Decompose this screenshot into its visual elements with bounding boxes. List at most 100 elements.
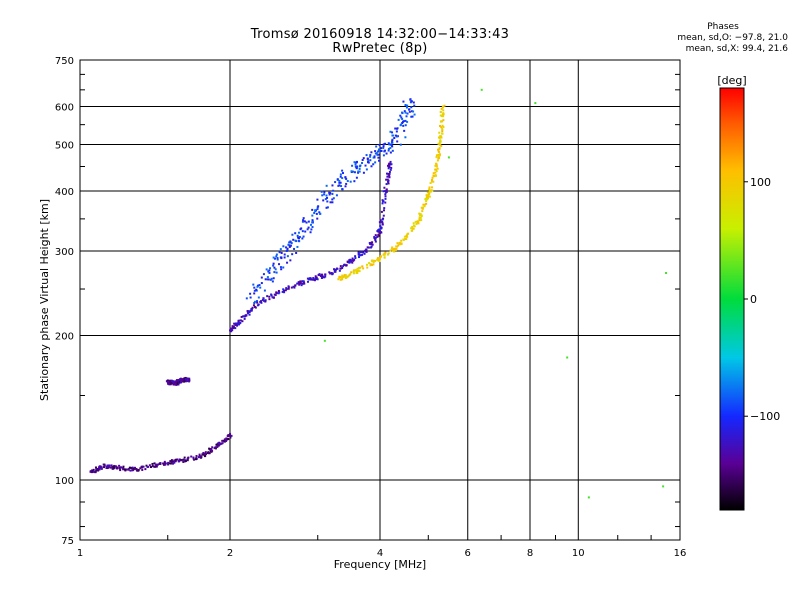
data-point (341, 188, 344, 191)
data-point (442, 119, 445, 122)
data-point (311, 225, 314, 228)
data-point (566, 356, 569, 359)
data-point (411, 227, 414, 230)
data-point (427, 193, 430, 196)
data-point (411, 225, 414, 228)
data-point (163, 462, 166, 465)
data-point (268, 269, 271, 272)
data-point (331, 198, 334, 201)
data-point (357, 266, 360, 269)
data-point (365, 248, 368, 251)
data-point (391, 145, 394, 148)
data-point (339, 265, 342, 268)
data-point (179, 377, 182, 380)
data-point (365, 168, 368, 171)
data-point (370, 151, 373, 154)
data-point (435, 165, 438, 168)
data-point (282, 266, 285, 269)
data-point (386, 175, 389, 178)
data-point (135, 468, 138, 471)
data-point (319, 275, 322, 278)
data-point (425, 200, 428, 203)
data-point (169, 380, 172, 383)
data-point (383, 186, 386, 189)
data-point (341, 169, 344, 172)
data-point (253, 302, 256, 305)
data-point (411, 115, 414, 118)
data-point (157, 463, 160, 466)
data-point (267, 270, 270, 273)
data-point (379, 255, 382, 258)
data-point (98, 468, 101, 471)
data-point (430, 189, 433, 192)
data-point (439, 135, 442, 138)
series-es-trace (165, 376, 191, 386)
data-point (389, 168, 392, 171)
data-point (259, 300, 262, 303)
data-point (381, 218, 384, 221)
data-point (262, 297, 265, 300)
data-point (311, 214, 314, 217)
data-point (325, 194, 328, 197)
data-point (534, 102, 537, 105)
data-point (322, 199, 325, 202)
data-point (249, 292, 252, 295)
data-point (94, 471, 97, 474)
data-point (246, 310, 249, 313)
data-point (279, 248, 282, 251)
data-point (334, 270, 337, 273)
data-point (402, 124, 405, 127)
data-point (380, 227, 383, 230)
data-point (435, 170, 438, 173)
data-point (89, 470, 92, 473)
data-point (184, 460, 187, 463)
data-point (168, 462, 171, 465)
data-point (250, 309, 253, 312)
data-point (361, 161, 364, 164)
data-point (378, 221, 381, 224)
data-point (395, 245, 398, 248)
data-point (253, 286, 256, 289)
data-point (357, 252, 360, 255)
data-point (282, 288, 285, 291)
data-point (364, 164, 367, 167)
y-tick-label: 200 (55, 332, 74, 343)
data-point (287, 287, 290, 290)
data-point (432, 180, 435, 183)
data-point (346, 180, 349, 183)
data-point (372, 259, 375, 262)
data-point (133, 467, 136, 470)
data-point (349, 180, 352, 183)
data-point (341, 267, 344, 270)
data-point (376, 259, 379, 262)
data-point (237, 320, 240, 323)
data-point (360, 250, 363, 253)
data-point (351, 164, 354, 167)
data-point (289, 259, 292, 262)
data-point (333, 268, 336, 271)
data-point (402, 100, 405, 103)
data-point (377, 153, 380, 156)
data-point (662, 485, 665, 488)
data-point (355, 167, 358, 170)
data-point (480, 88, 483, 91)
data-point (377, 148, 380, 151)
data-point (260, 301, 263, 304)
data-point (382, 253, 385, 256)
data-point (410, 100, 413, 103)
data-point (379, 225, 382, 228)
data-point (298, 235, 301, 238)
data-point (293, 286, 296, 289)
data-point (391, 139, 394, 142)
data-point (394, 127, 397, 130)
data-point (437, 150, 440, 153)
colorbar-tick-label: 100 (750, 176, 771, 189)
points-layer (89, 88, 668, 499)
data-point (272, 296, 275, 299)
data-point (399, 143, 402, 146)
data-point (387, 173, 390, 176)
data-point (418, 217, 421, 220)
data-point (170, 379, 173, 382)
data-point (276, 257, 279, 260)
data-point (331, 192, 334, 195)
